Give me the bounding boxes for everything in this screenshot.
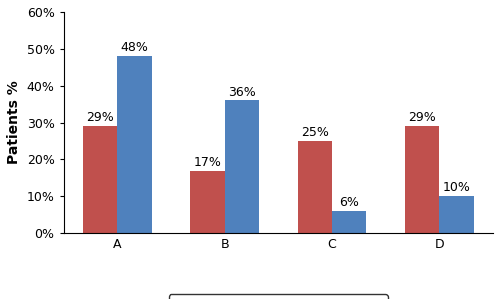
Text: 29%: 29%: [86, 112, 114, 124]
Text: 17%: 17%: [194, 156, 222, 169]
Text: 25%: 25%: [301, 126, 328, 139]
Bar: [83, 126, 117, 233]
Y-axis label: Patients %: Patients %: [7, 81, 21, 164]
Text: 6%: 6%: [339, 196, 359, 209]
Text: 36%: 36%: [228, 86, 256, 99]
Text: 29%: 29%: [408, 112, 436, 124]
Bar: [298, 141, 332, 233]
Bar: [332, 211, 366, 233]
Bar: [405, 126, 439, 233]
Bar: [439, 196, 474, 233]
Legend: GOLD 2013, GOLD 2017: GOLD 2013, GOLD 2017: [169, 295, 388, 299]
Bar: [224, 100, 259, 233]
Bar: [118, 56, 152, 233]
Bar: [190, 170, 224, 233]
Text: 48%: 48%: [120, 41, 148, 54]
Text: 10%: 10%: [442, 181, 470, 194]
